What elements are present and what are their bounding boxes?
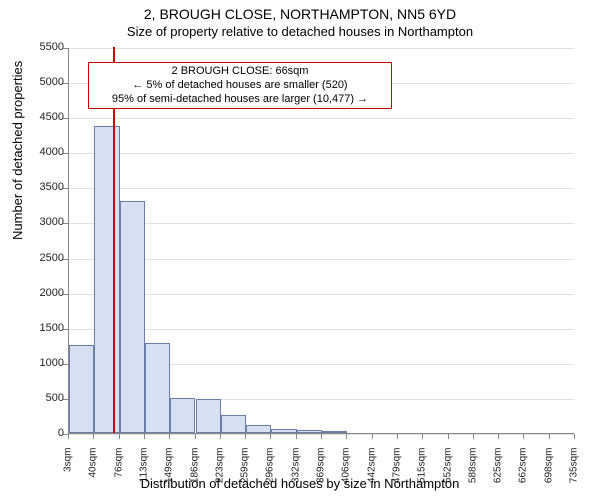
- x-tick-mark: [523, 434, 524, 439]
- y-tick-mark: [63, 188, 68, 189]
- x-axis-label: Distribution of detached houses by size …: [0, 476, 600, 491]
- y-tick-label: 3500: [24, 181, 64, 193]
- grid-line: [69, 188, 574, 189]
- histogram-bar: [246, 425, 271, 433]
- y-tick-label: 500: [24, 392, 64, 404]
- x-tick-mark: [220, 434, 221, 439]
- x-tick-mark: [448, 434, 449, 439]
- y-tick-label: 3000: [24, 216, 64, 228]
- y-tick-label: 1500: [24, 322, 64, 334]
- x-tick-mark: [93, 434, 94, 439]
- grid-line: [69, 153, 574, 154]
- histogram-bar: [94, 126, 119, 433]
- y-tick-mark: [63, 153, 68, 154]
- histogram-bar: [145, 343, 170, 433]
- chart-container: 2, BROUGH CLOSE, NORTHAMPTON, NN5 6YD Si…: [0, 0, 600, 500]
- x-tick-mark: [119, 434, 120, 439]
- histogram-bar: [221, 415, 246, 433]
- y-tick-label: 4000: [24, 146, 64, 158]
- y-tick-mark: [63, 48, 68, 49]
- histogram-bar: [271, 429, 296, 433]
- x-tick-mark: [195, 434, 196, 439]
- histogram-bar: [196, 399, 221, 433]
- grid-line: [69, 118, 574, 119]
- x-tick-mark: [397, 434, 398, 439]
- y-tick-label: 0: [24, 427, 64, 439]
- y-tick-mark: [63, 83, 68, 84]
- grid-line: [69, 48, 574, 49]
- info-line-3: 95% of semi-detached houses are larger (…: [95, 93, 385, 107]
- x-tick-mark: [169, 434, 170, 439]
- chart-subtitle: Size of property relative to detached ho…: [0, 24, 600, 39]
- y-tick-label: 1000: [24, 357, 64, 369]
- histogram-bar: [170, 398, 195, 433]
- x-tick-mark: [270, 434, 271, 439]
- x-tick-mark: [346, 434, 347, 439]
- x-tick-mark: [498, 434, 499, 439]
- y-tick-mark: [63, 399, 68, 400]
- x-tick-mark: [372, 434, 373, 439]
- y-tick-label: 2500: [24, 252, 64, 264]
- chart-title: 2, BROUGH CLOSE, NORTHAMPTON, NN5 6YD: [0, 6, 600, 22]
- x-tick-mark: [245, 434, 246, 439]
- info-line-1: 2 BROUGH CLOSE: 66sqm: [95, 65, 385, 79]
- x-tick-mark: [321, 434, 322, 439]
- y-tick-mark: [63, 294, 68, 295]
- x-tick-mark: [296, 434, 297, 439]
- histogram-bar: [322, 431, 347, 433]
- x-tick-mark: [549, 434, 550, 439]
- info-box: 2 BROUGH CLOSE: 66sqm ← 5% of detached h…: [88, 62, 392, 109]
- y-tick-mark: [63, 223, 68, 224]
- y-tick-mark: [63, 118, 68, 119]
- histogram-bar: [120, 201, 145, 433]
- x-tick-mark: [144, 434, 145, 439]
- y-tick-mark: [63, 259, 68, 260]
- histogram-bar: [297, 430, 322, 434]
- info-line-2: ← 5% of detached houses are smaller (520…: [95, 79, 385, 93]
- y-tick-label: 5000: [24, 76, 64, 88]
- x-tick-mark: [574, 434, 575, 439]
- y-tick-label: 2000: [24, 287, 64, 299]
- y-tick-mark: [63, 364, 68, 365]
- histogram-bar: [69, 345, 94, 433]
- x-tick-mark: [68, 434, 69, 439]
- x-tick-mark: [473, 434, 474, 439]
- y-tick-label: 4500: [24, 111, 64, 123]
- y-tick-label: 5500: [24, 41, 64, 53]
- y-axis-label: Number of detached properties: [10, 61, 25, 240]
- x-tick-mark: [422, 434, 423, 439]
- y-tick-mark: [63, 329, 68, 330]
